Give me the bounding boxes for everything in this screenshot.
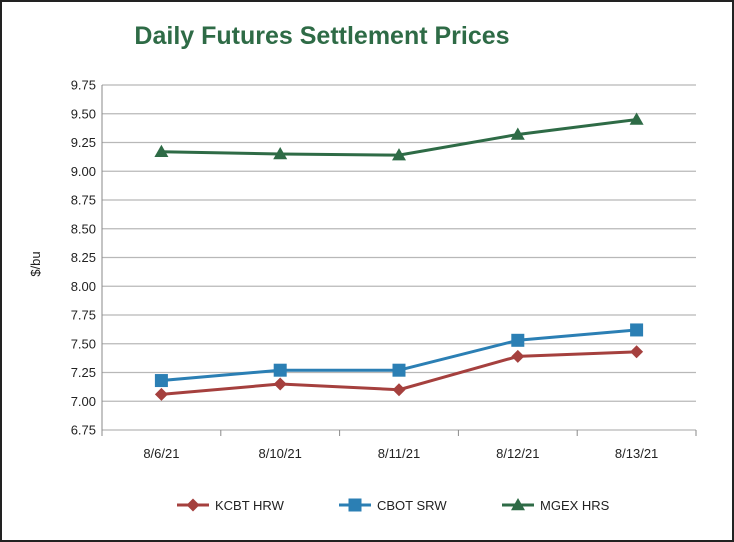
y-tick-label: 9.75: [71, 78, 96, 93]
y-tick-label: 8.75: [71, 193, 96, 208]
data-point-mgex-hrs: [273, 147, 288, 160]
data-point-mgex-hrs: [154, 144, 169, 157]
data-point-kcbt-hrw: [273, 377, 287, 391]
data-point-cbot-srw: [511, 333, 525, 347]
y-tick-label: 9.00: [71, 164, 96, 179]
x-tick-label: 8/11/21: [378, 446, 420, 461]
y-tick-label: 8.50: [71, 221, 96, 236]
data-point-kcbt-hrw: [392, 383, 406, 397]
legend-marker-kcbt-hrw: [186, 498, 200, 512]
legend-marker-cbot-srw: [348, 498, 362, 512]
gridlines: [101, 84, 696, 431]
y-tick-label: 8.00: [71, 279, 96, 294]
y-axis-label: $/bu: [28, 251, 43, 276]
y-tick-label: 7.75: [71, 308, 96, 323]
x-tick-label: 8/13/21: [615, 446, 658, 461]
legend-label-cbot-srw: CBOT SRW: [377, 498, 447, 513]
x-tick-label: 8/12/21: [496, 446, 539, 461]
data-point-cbot-srw: [392, 363, 406, 377]
data-point-mgex-hrs: [629, 112, 644, 125]
series-lines: [154, 112, 644, 401]
y-tick-label: 9.50: [71, 106, 96, 121]
data-point-mgex-hrs: [510, 127, 525, 140]
x-axis-ticks: 8/6/21 8/10/21 8/11/21 8/12/21 8/13/21: [101, 430, 697, 461]
data-point-kcbt-hrw: [630, 345, 644, 359]
y-tick-label: 9.25: [71, 135, 96, 150]
data-point-mgex-hrs: [392, 148, 406, 161]
y-tick-label: 7.50: [71, 336, 96, 351]
y-tick-label: 7.00: [71, 394, 96, 409]
data-point-cbot-srw: [630, 323, 644, 337]
data-point-cbot-srw: [273, 363, 287, 377]
legend-marker-mgex-hrs: [511, 498, 525, 511]
legend-label-kcbt-hrw: KCBT HRW: [215, 498, 285, 513]
data-point-kcbt-hrw: [154, 387, 168, 401]
data-point-cbot-srw: [154, 374, 168, 388]
y-axis-ticks: 6.75 7.00 7.25 7.50 7.75 8.00 8.25 8.50 8.75 9.00…: [71, 78, 96, 438]
y-tick-label: 7.25: [71, 365, 96, 380]
chart-title: Daily Futures Settlement Prices: [134, 22, 509, 50]
y-tick-label: 8.25: [71, 250, 96, 265]
y-tick-label: 6.75: [71, 423, 96, 438]
legend: KCBT HRW CBOT SRW MGEX HRS: [177, 498, 610, 513]
legend-label-mgex-hrs: MGEX HRS: [540, 498, 610, 513]
x-tick-label: 8/6/21: [143, 446, 179, 461]
x-tick-label: 8/10/21: [259, 446, 302, 461]
data-point-kcbt-hrw: [511, 349, 525, 363]
